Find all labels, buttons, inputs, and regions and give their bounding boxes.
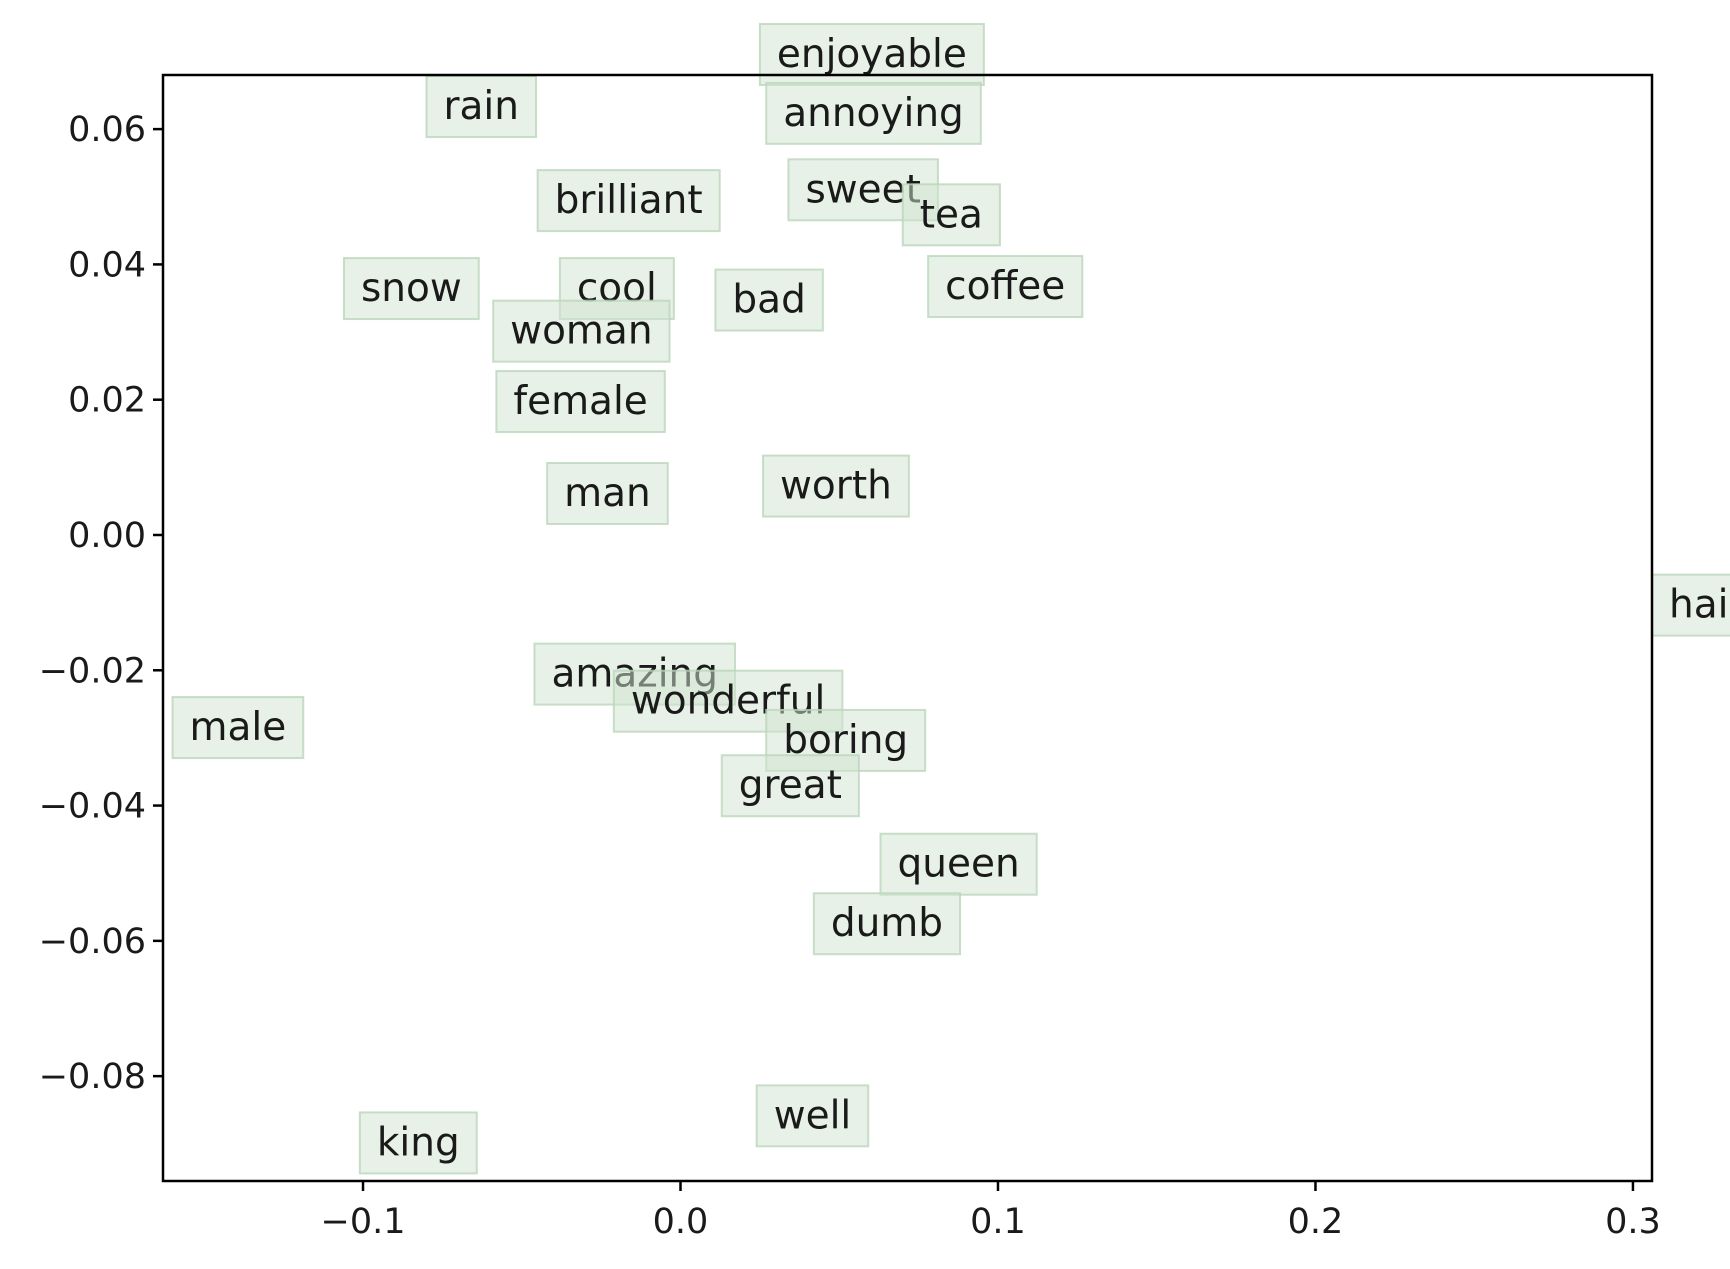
word-point: hail (1651, 573, 1730, 637)
word-label: dumb (831, 901, 943, 946)
word-label: female (513, 379, 647, 424)
word-label: rain (444, 84, 520, 129)
word-label: man (564, 471, 651, 516)
word-label: well (774, 1093, 852, 1138)
word-point: bad (714, 268, 824, 332)
word-label-box (765, 81, 982, 145)
word-label: sweet (805, 167, 921, 212)
word-label-box (812, 892, 962, 956)
word-label-box (927, 255, 1084, 319)
word-label: coffee (945, 264, 1065, 309)
y-tick-label: 0.00 (68, 516, 146, 556)
x-tick-label: 0.0 (653, 1202, 709, 1242)
word-label: great (739, 763, 842, 808)
y-tick-label: 0.06 (68, 110, 146, 150)
axes-frame (161, 73, 1654, 1183)
word-point: well (755, 1084, 870, 1148)
word-point: male (171, 696, 305, 760)
word-label-box (755, 1084, 870, 1148)
word-label: hail (1669, 583, 1730, 628)
x-tick-label: 0.3 (1605, 1202, 1661, 1242)
word-point: worth (762, 454, 910, 518)
y-tick-label: −0.08 (39, 1057, 146, 1097)
word-label-box (901, 183, 1001, 247)
axis-ticks-layer: −0.1 0.0 0.1 0.2 0.3 0.06 0.04 0.02 0.00 −0.02 −0.… (39, 110, 1661, 1242)
word-label: tea (920, 192, 983, 237)
x-tick-label: 0.2 (1288, 1202, 1344, 1242)
word-label: worth (780, 464, 892, 509)
word-label: brilliant (555, 178, 703, 223)
word-label: annoying (783, 91, 964, 136)
word-point: queen (879, 832, 1038, 896)
word-label-box (714, 268, 824, 332)
word-label-box (762, 454, 910, 518)
y-tick-label: 0.02 (68, 381, 146, 421)
word-label-box (342, 257, 480, 321)
word-label-box (495, 370, 666, 434)
word-point: tea (901, 183, 1001, 247)
word-label: enjoyable (777, 32, 967, 77)
word-label-box (171, 696, 305, 760)
word-label-box (358, 1111, 478, 1175)
word-point: woman (492, 299, 671, 363)
word-label-box (546, 462, 669, 526)
word-label-box (425, 75, 538, 139)
word-label: bad (732, 278, 805, 323)
word-point: man (546, 462, 669, 526)
word-label: king (377, 1120, 460, 1165)
word-point: brilliant (536, 169, 721, 233)
word-point: female (495, 370, 666, 434)
word-point: snow (342, 257, 480, 321)
word-point: great (720, 754, 860, 818)
word-label: queen (898, 842, 1020, 887)
word-label-box (492, 299, 671, 363)
y-tick-label: 0.04 (68, 245, 146, 285)
word-point: coffee (927, 255, 1084, 319)
word-point: king (358, 1111, 478, 1175)
y-tick-label: −0.02 (39, 651, 146, 691)
word-label: woman (510, 309, 652, 354)
y-tick-label: −0.06 (39, 922, 146, 962)
word-point: dumb (812, 892, 962, 956)
word-point: annoying (765, 81, 982, 145)
word-point: rain (425, 75, 538, 139)
x-tick-label: −0.1 (321, 1202, 406, 1242)
word-label-box (536, 169, 721, 233)
word-label: snow (361, 266, 462, 311)
x-tick-label: 0.1 (970, 1202, 1026, 1242)
y-tick-label: −0.04 (39, 787, 146, 827)
word-label-box (1651, 573, 1730, 637)
word-label-box (720, 754, 860, 818)
word-label: male (190, 705, 287, 750)
